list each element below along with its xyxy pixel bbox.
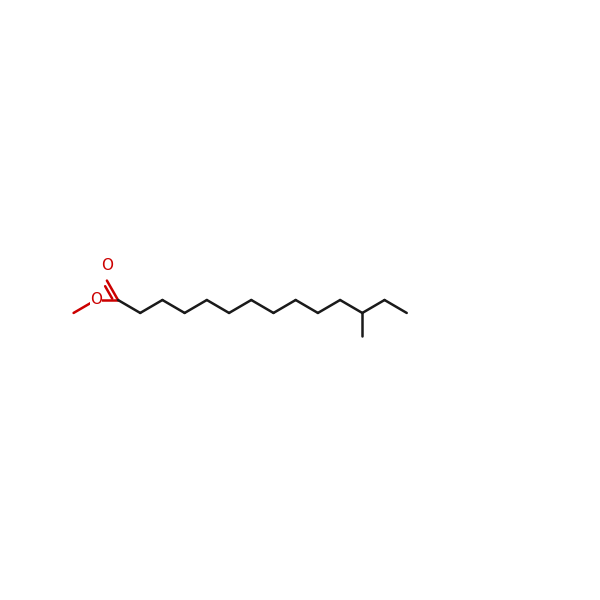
Text: O: O <box>101 257 113 272</box>
Text: O: O <box>90 292 102 307</box>
